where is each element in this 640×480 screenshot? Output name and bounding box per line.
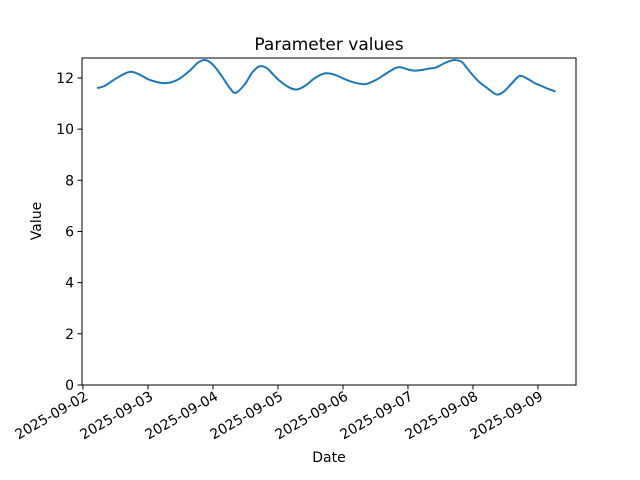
chart-title: Parameter values <box>254 35 403 55</box>
x-tick-label: 2025-09-06 <box>273 389 352 444</box>
y-tick-label: 10 <box>56 122 74 138</box>
x-tick-label: 2025-09-02 <box>13 389 91 444</box>
y-tick-label: 8 <box>65 173 74 189</box>
axis-ticks: 2025-09-022025-09-032025-09-042025-09-05… <box>13 71 546 443</box>
x-tick-label: 2025-09-09 <box>468 389 546 444</box>
y-tick-label: 2 <box>65 327 74 343</box>
axes-spines <box>81 57 577 386</box>
x-tick-label: 2025-09-07 <box>338 389 416 444</box>
data-line <box>96 58 556 96</box>
x-tick-label: 2025-09-08 <box>403 389 481 444</box>
y-tick-label: 0 <box>65 378 74 394</box>
y-tick-label: 6 <box>65 224 74 240</box>
y-tick-label: 4 <box>65 276 74 292</box>
x-axis-label: Date <box>312 450 345 466</box>
x-tick-label: 2025-09-03 <box>78 389 156 444</box>
x-tick-label: 2025-09-04 <box>143 389 222 444</box>
y-tick-label: 12 <box>56 71 74 87</box>
y-axis-label: Value <box>29 202 45 240</box>
x-tick-label: 2025-09-05 <box>208 389 286 444</box>
